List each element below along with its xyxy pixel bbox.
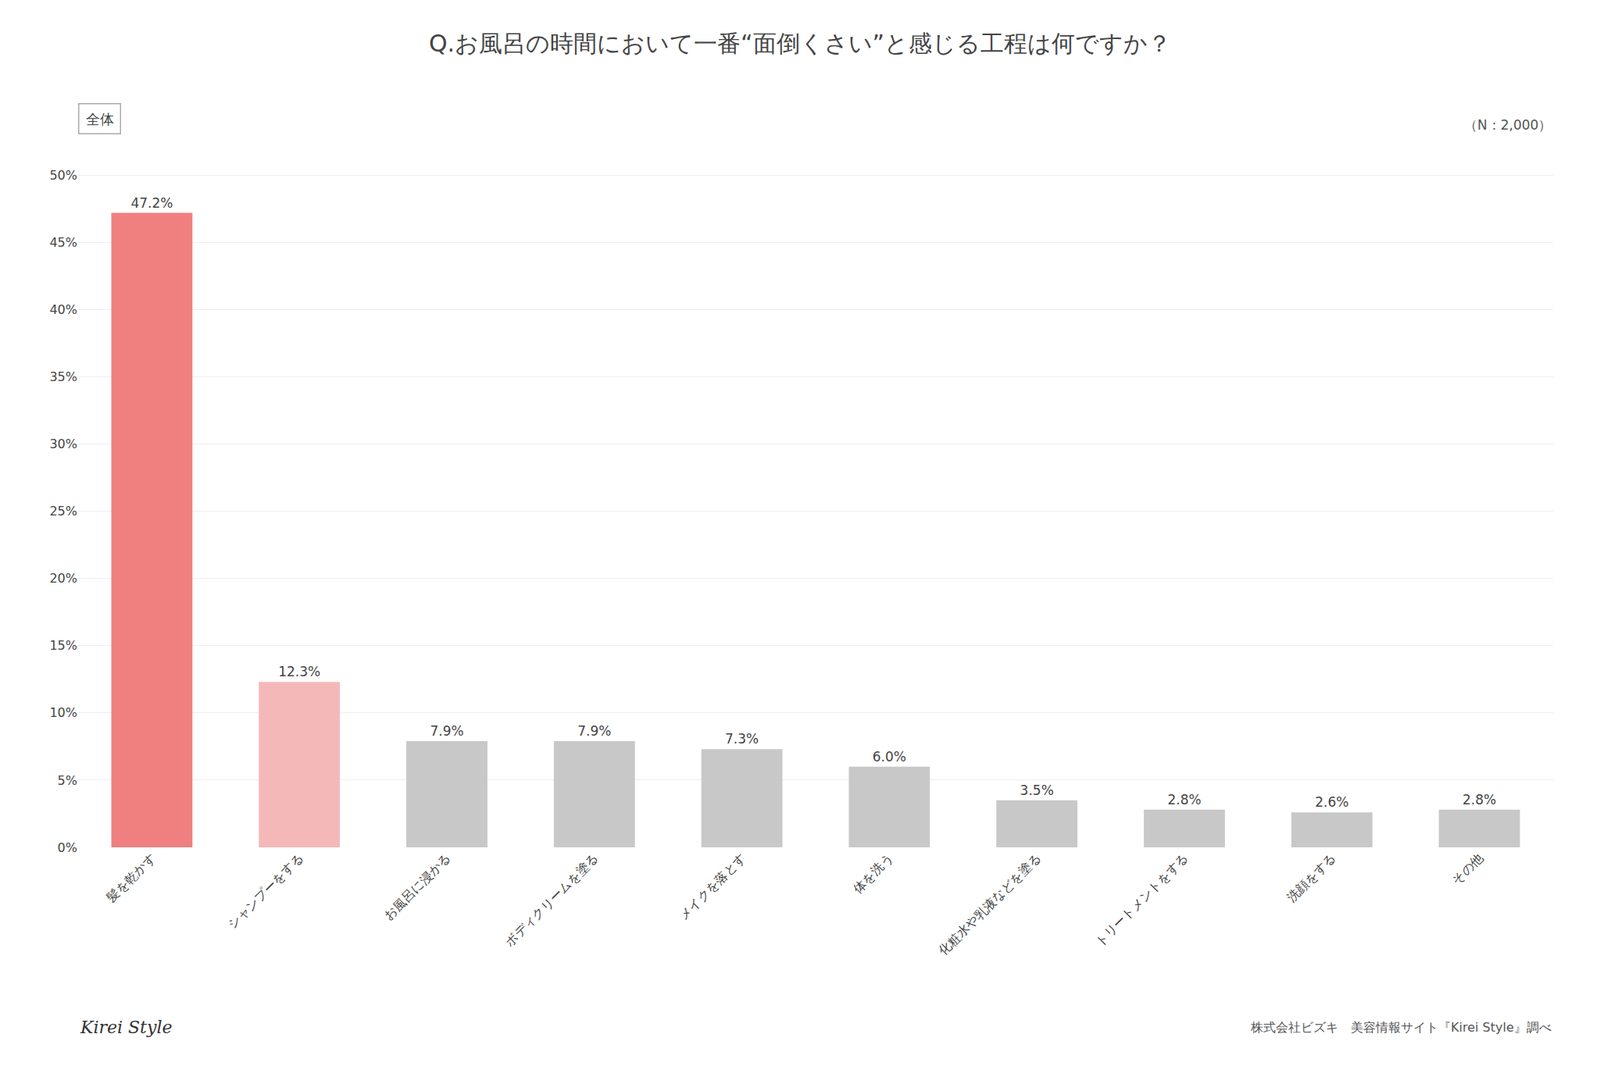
svg-text:7.3%: 7.3% — [725, 731, 759, 747]
svg-text:2.8%: 2.8% — [1462, 792, 1497, 808]
svg-text:6.0%: 6.0% — [872, 749, 907, 765]
svg-text:髪を乾かす: 髪を乾かす — [103, 850, 159, 906]
svg-text:7.9%: 7.9% — [577, 723, 611, 740]
svg-text:3.5%: 3.5% — [1020, 782, 1054, 799]
svg-text:10%: 10% — [49, 705, 78, 721]
svg-text:化粧水や乳液などを塗る: 化粧水や乳液などを塗る — [935, 850, 1044, 959]
svg-text:洗顔をする: 洗顔をする — [1283, 850, 1339, 906]
svg-text:47.2%: 47.2% — [130, 195, 173, 211]
svg-text:50%: 50% — [49, 167, 78, 183]
svg-text:7.9%: 7.9% — [429, 723, 464, 740]
svg-text:0%: 0% — [57, 840, 78, 856]
svg-text:2.6%: 2.6% — [1314, 794, 1349, 811]
svg-text:5%: 5% — [57, 773, 78, 789]
svg-text:トリートメントをする: トリートメントをする — [1092, 850, 1192, 950]
svg-text:30%: 30% — [49, 436, 78, 452]
svg-text:お風呂に浸かる: お風呂に浸かる — [381, 850, 454, 924]
svg-text:（N：2,000）: （N：2,000） — [1464, 117, 1552, 133]
svg-text:20%: 20% — [49, 571, 78, 586]
svg-text:シャンプーをする: シャンプーをする — [225, 850, 307, 933]
svg-text:15%: 15% — [49, 638, 78, 654]
svg-text:メイクを落とす: メイクを落とす — [675, 850, 749, 924]
svg-text:12.3%: 12.3% — [278, 664, 321, 680]
svg-text:株式会社ビズキ 美容情報サイト『Kirei Style』調べ: 株式会社ビズキ 美容情報サイト『Kirei Style』調べ — [1250, 1020, 1552, 1036]
svg-text:全体: 全体 — [85, 110, 115, 128]
svg-text:その他: その他 — [1449, 850, 1486, 888]
svg-text:2.8%: 2.8% — [1167, 792, 1201, 808]
svg-text:40%: 40% — [49, 302, 78, 318]
svg-text:ボディクリームを塗る: ボディクリームを塗る — [502, 850, 602, 950]
svg-text:Kirei Style: Kirei Style — [79, 1017, 172, 1038]
svg-text:25%: 25% — [49, 503, 78, 519]
svg-text:45%: 45% — [49, 235, 78, 250]
svg-text:Q.お風呂の時間において一番“面倒くさい”と感じる工程は何で: Q.お風呂の時間において一番“面倒くさい”と感じる工程は何ですか？ — [428, 29, 1172, 58]
svg-text:35%: 35% — [49, 369, 78, 385]
svg-text:体を洗う: 体を洗う — [850, 850, 897, 897]
